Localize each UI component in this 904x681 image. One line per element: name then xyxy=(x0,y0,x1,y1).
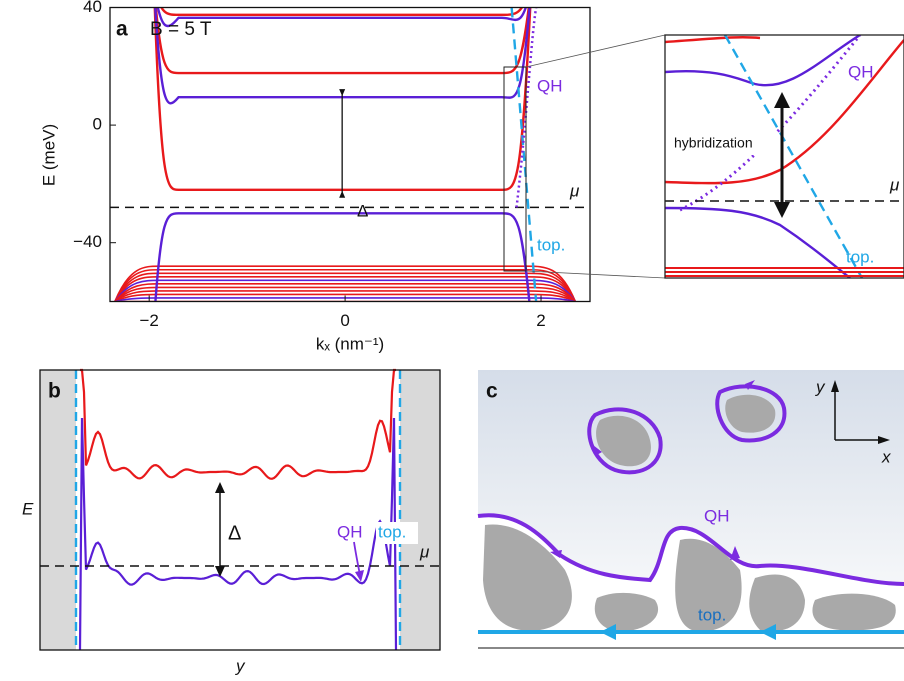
qh-label: QH xyxy=(704,506,730,525)
zoom-line xyxy=(525,270,666,279)
x-axis-label: kₓ (nm⁻¹) xyxy=(316,334,384,353)
gap-label: Δ xyxy=(228,522,241,544)
top-label: top. xyxy=(698,605,726,624)
annotation: B = 5 T xyxy=(150,19,212,40)
bulk-band xyxy=(114,290,576,302)
x-tick-label: 0 xyxy=(340,311,349,330)
top-label: top. xyxy=(846,247,874,266)
y-tick-label: 40 xyxy=(83,0,102,16)
panel-label: c xyxy=(486,380,498,403)
band-level xyxy=(154,212,531,302)
panel-label: a xyxy=(116,18,128,41)
x-tick-label: −2 xyxy=(139,311,158,330)
inset: hybridization QH top. μ xyxy=(664,34,904,279)
hybridization-label: hybridization xyxy=(674,135,753,151)
band-level xyxy=(154,7,531,105)
qh-dotted xyxy=(515,7,538,208)
qh-label: QH xyxy=(537,76,563,95)
bulk-band xyxy=(114,268,577,302)
bulk-band xyxy=(114,265,577,302)
panel-c: c y x QH top. xyxy=(477,370,904,649)
topological-state xyxy=(510,7,538,302)
y-tick-label: 0 xyxy=(93,115,102,134)
gap-label: Δ xyxy=(357,201,368,220)
band-curves xyxy=(110,7,590,302)
plot-frame xyxy=(109,6,591,303)
bulk-band xyxy=(114,279,576,302)
x-tick-label: 2 xyxy=(536,311,545,330)
y-axis-label: y xyxy=(815,377,826,396)
bulk-band xyxy=(114,300,576,302)
top-label: top. xyxy=(537,235,565,254)
zoom-line xyxy=(525,34,666,68)
band-level xyxy=(154,7,531,75)
qh-label: QH xyxy=(848,62,874,81)
y-axis-label: E xyxy=(22,499,34,518)
x-axis-label: y xyxy=(235,656,246,675)
band-level xyxy=(160,7,524,17)
band-level xyxy=(156,7,528,28)
mu-label: μ xyxy=(889,175,900,194)
mu-label: μ xyxy=(419,542,430,561)
x-axis-label: x xyxy=(881,447,891,466)
bulk-band xyxy=(114,297,576,302)
bulk-band xyxy=(114,283,576,302)
panel-b: b E y Δ QH top. μ xyxy=(22,368,441,675)
y-axis-label: E (meV) xyxy=(39,124,58,186)
panel-a: a B = 5 T kₓ (nm⁻¹) E (meV) Δ μ QH top. … xyxy=(39,0,666,353)
mu-label: μ xyxy=(569,181,580,200)
qh-label: QH xyxy=(337,522,363,541)
panel-label: b xyxy=(48,380,61,403)
bulk-band xyxy=(114,286,576,302)
bulk-band xyxy=(114,293,576,302)
zoom-box xyxy=(503,66,527,272)
y-tick-label: −40 xyxy=(73,232,102,251)
band-level xyxy=(153,7,532,191)
bulk-band xyxy=(114,276,576,302)
top-label: top. xyxy=(378,522,406,541)
